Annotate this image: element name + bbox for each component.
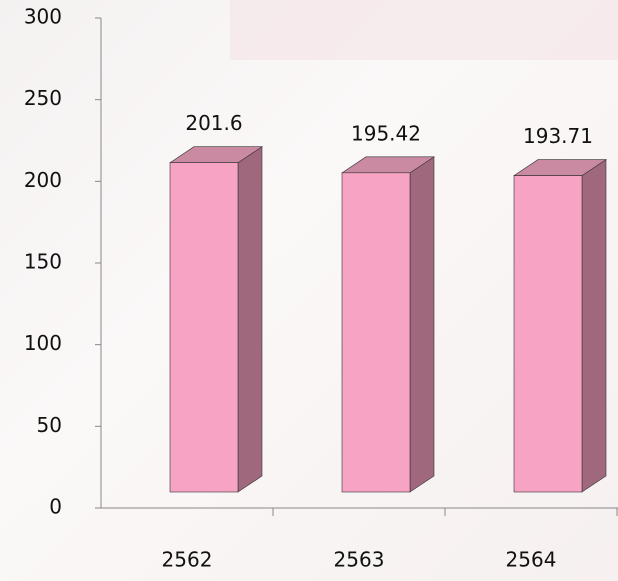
y-tick-label: 50 xyxy=(37,413,62,437)
y-tick-label: 200 xyxy=(24,168,62,192)
value-label: 201.6 xyxy=(185,111,242,135)
x-tick-label: 2562 xyxy=(162,548,213,572)
bar-side xyxy=(237,146,263,493)
y-tick-label: 250 xyxy=(24,86,62,110)
y-tick-label: 100 xyxy=(24,331,62,355)
y-tick-label: 150 xyxy=(24,250,62,274)
bar xyxy=(169,162,239,493)
y-tick-label: 300 xyxy=(24,5,62,29)
bar xyxy=(341,172,411,493)
background-shape xyxy=(230,0,618,60)
x-tick-label: 2564 xyxy=(506,548,557,572)
bar-side xyxy=(409,156,435,493)
value-label: 195.42 xyxy=(351,121,421,145)
x-tick-label: 2563 xyxy=(334,548,385,572)
value-label: 193.71 xyxy=(523,124,593,148)
bar-side xyxy=(581,159,607,493)
y-tick-label: 0 xyxy=(49,495,62,519)
bar xyxy=(513,175,583,493)
